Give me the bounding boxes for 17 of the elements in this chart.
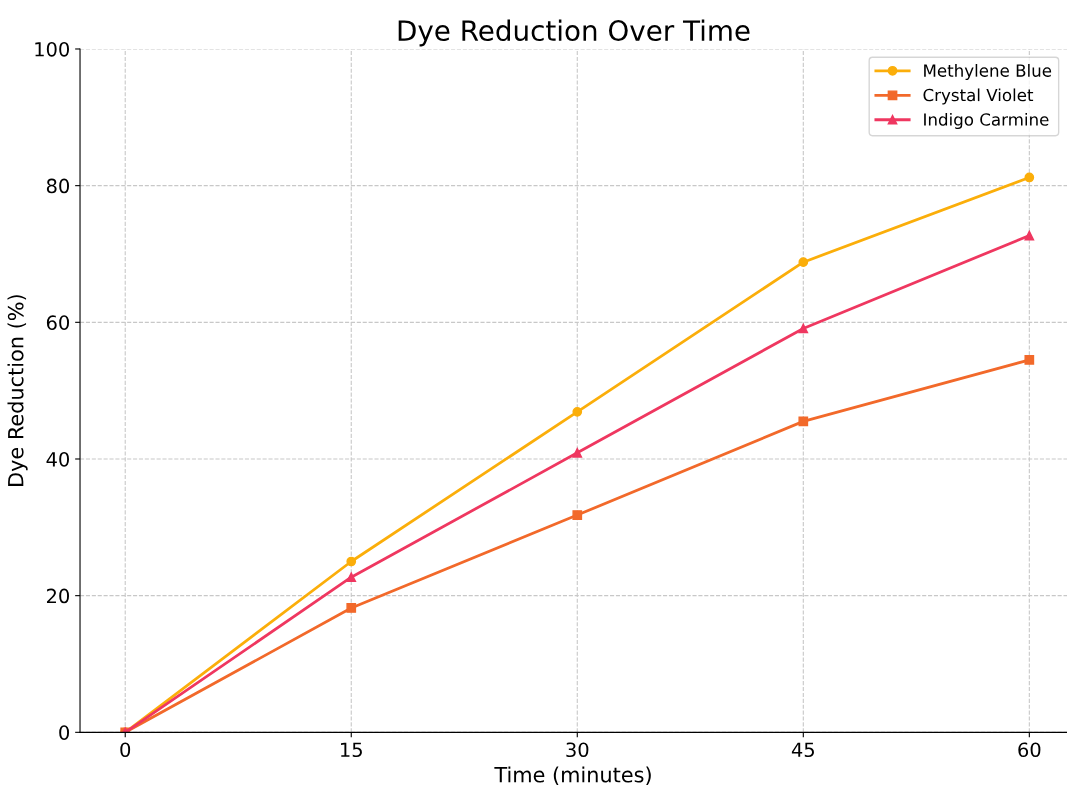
- legend-label: Crystal Violet: [923, 88, 1034, 105]
- x-tick-label: 0: [120, 742, 131, 758]
- x-tick-label: 60: [1018, 742, 1041, 758]
- y-tick-label: 20: [46, 588, 70, 604]
- y-tick-label: 0: [59, 725, 70, 740]
- x-tick-label: 45: [791, 742, 814, 758]
- y-tick-label: 40: [46, 451, 70, 467]
- x-tick-label: 30: [566, 742, 589, 758]
- y-tick-label: 100: [35, 41, 70, 57]
- legend-label: Methylene Blue: [924, 63, 1052, 81]
- y-tick-label: 80: [46, 178, 70, 194]
- chart-title: Dye Reduction Over Time: [398, 19, 750, 47]
- y-axis-title: Dye Reduction (%): [7, 295, 28, 486]
- x-tick-label: 15: [341, 742, 362, 758]
- legend-label: Indigo Carmine: [924, 112, 1049, 130]
- x-axis-title: Time (minutes): [494, 766, 651, 785]
- y-tick-label: 60: [46, 315, 70, 330]
